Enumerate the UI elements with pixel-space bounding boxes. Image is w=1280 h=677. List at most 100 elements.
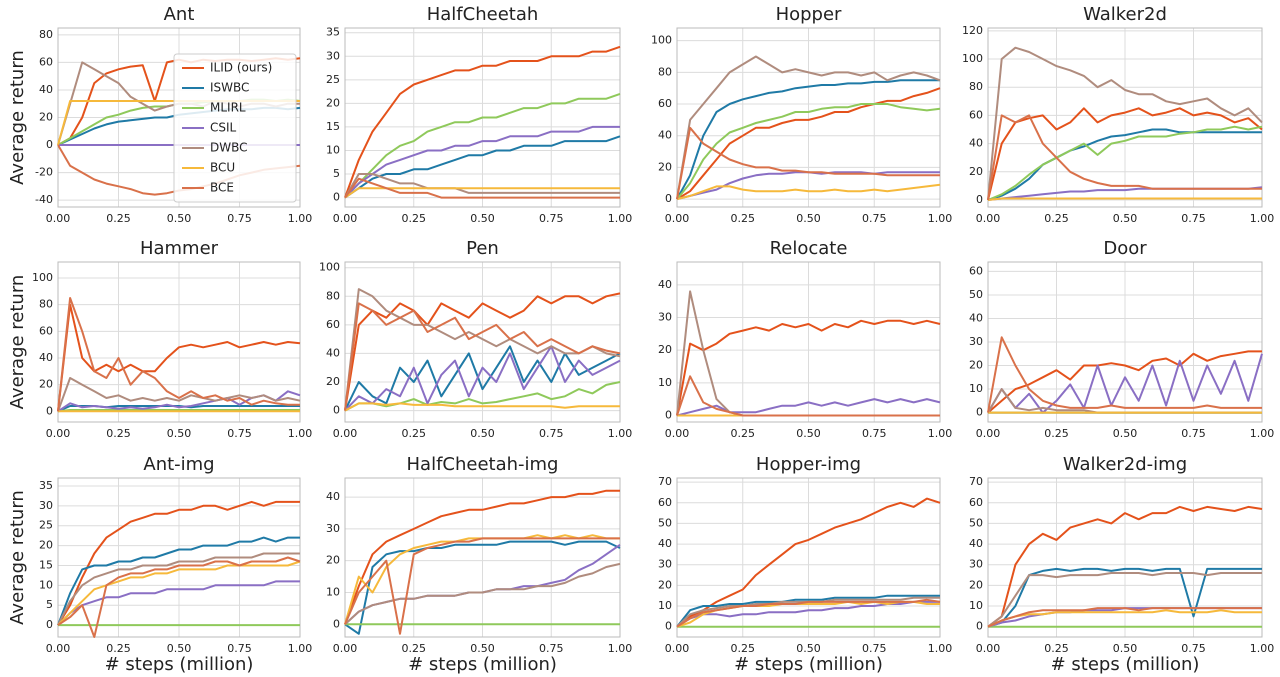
y-tick-label: -20 [35,166,53,179]
x-tick-label: 0.50 [470,212,495,225]
x-tick-label: 0.50 [796,642,821,655]
subplot: -40 -20 0 20 40 60 80 0.00 0.25 0.50 0.75 1.00 Ant Av… [7,4,312,225]
x-tick-label: 0.25 [106,212,131,225]
series-line [676,183,941,201]
x-tick-label: 0.25 [402,212,427,225]
x-tick-label: 0.00 [333,642,358,655]
x-tick-label: 1.00 [288,212,313,225]
y-tick-label: 80 [326,289,340,302]
chart-title: Ant-img [143,454,214,475]
series-line [987,125,1263,201]
series-line [344,345,621,412]
series-line [987,350,1262,414]
subplot: 0 10 20 30 40 0.00 0.25 0.50 0.75 1.00 HalfCheetah… [326,454,632,675]
y-tick-label: 30 [39,499,53,512]
y-tick-label: 80 [969,80,983,93]
y-tick-label: 40 [658,129,672,142]
series-line [676,594,940,628]
y-tick-label: 60 [658,97,672,110]
y-tick-label: 100 [319,261,340,274]
y-tick-label: 100 [962,52,983,65]
x-tick-label: 0.25 [402,642,427,655]
series-line [344,92,621,199]
y-tick-label: 40 [969,311,983,324]
y-tick-label: -40 [35,193,53,206]
y-tick-label: 60 [326,318,340,331]
chart-title: Walker2d-img [1063,454,1187,475]
y-tick-label: 15 [39,558,53,571]
chart-title: Relocate [770,238,848,259]
y-tick-label: 30 [969,335,983,348]
axes-frame [344,27,621,208]
x-tick-label: 0.75 [1181,642,1206,655]
x-tick-label: 1.00 [928,427,953,440]
y-axis-label: Average return [7,275,28,410]
series-line [987,197,1262,201]
y-tick-label: 0 [665,620,672,633]
series-line [57,297,300,412]
x-axis-label: # steps (million) [734,654,883,675]
series-line [57,409,300,413]
y-tick-label: 0 [665,192,672,205]
series-line [676,375,940,417]
x-axis-label: # steps (million) [408,654,557,675]
subplot: 0 20 40 60 80 100 0.00 0.25 0.50 0.75 1.00 Hopper [651,4,952,225]
x-tick-label: 0.00 [976,427,1001,440]
x-tick-label: 0.75 [862,212,887,225]
axes-frame [987,27,1263,208]
y-tick-label: 0 [976,620,983,633]
x-tick-label: 0.25 [731,427,756,440]
y-tick-label: 25 [326,73,340,86]
y-tick-label: 10 [326,585,340,598]
y-tick-label: 100 [32,271,53,284]
series-line [987,505,1263,628]
y-tick-label: 0 [665,408,672,421]
axes-frame [676,261,941,423]
y-tick-label: 30 [658,311,672,324]
y-tick-label: 25 [39,519,53,532]
series-line [987,353,1263,414]
y-tick-label: 60 [658,496,672,509]
legend-label: BCE [210,181,234,195]
series-line [344,302,621,411]
y-tick-label: 20 [658,160,672,173]
subplot: 0 10 20 30 40 50 60 70 0.00 0.25 0.50 0.75 1.00 Hoppe… [658,454,952,675]
chart-title: HalfCheetah-img [407,454,559,475]
chart-title: Pen [466,238,499,259]
legend-label: BCU [210,161,235,175]
series-line [57,377,301,412]
y-axis-label: Average return [7,490,28,625]
y-tick-label: 40 [969,137,983,150]
series-line [344,177,620,199]
y-tick-label: 30 [969,558,983,571]
x-tick-label: 0.25 [1044,212,1069,225]
y-tick-label: 10 [658,599,672,612]
axes-frame [57,27,301,208]
x-tick-label: 1.00 [1250,642,1275,655]
axes-frame [57,477,301,638]
y-tick-label: 20 [658,578,672,591]
y-tick-label: 30 [326,49,340,62]
y-tick-label: 15 [326,120,340,133]
subplot: 0 10 20 30 40 50 60 0.00 0.25 0.50 0.75 1.00 Door [969,238,1274,440]
chart-title: Ant [164,4,195,25]
x-tick-label: 0.75 [1181,212,1206,225]
series-line [987,609,1262,628]
y-tick-label: 0 [333,617,340,630]
axes-frame [987,261,1263,423]
y-tick-label: 40 [969,537,983,550]
x-tick-label: 0.00 [333,427,358,440]
series-line [57,552,300,626]
series-line [344,402,620,412]
y-tick-label: 80 [39,28,53,41]
axes-frame [57,261,301,423]
x-axis-label: # steps (million) [1051,654,1200,675]
series-line [987,107,1263,201]
series-line [344,135,621,199]
x-tick-label: 0.00 [976,212,1001,225]
series-line [987,46,1263,201]
x-tick-label: 0.25 [731,642,756,655]
x-tick-label: 1.00 [1250,212,1275,225]
y-tick-label: 50 [969,288,983,301]
